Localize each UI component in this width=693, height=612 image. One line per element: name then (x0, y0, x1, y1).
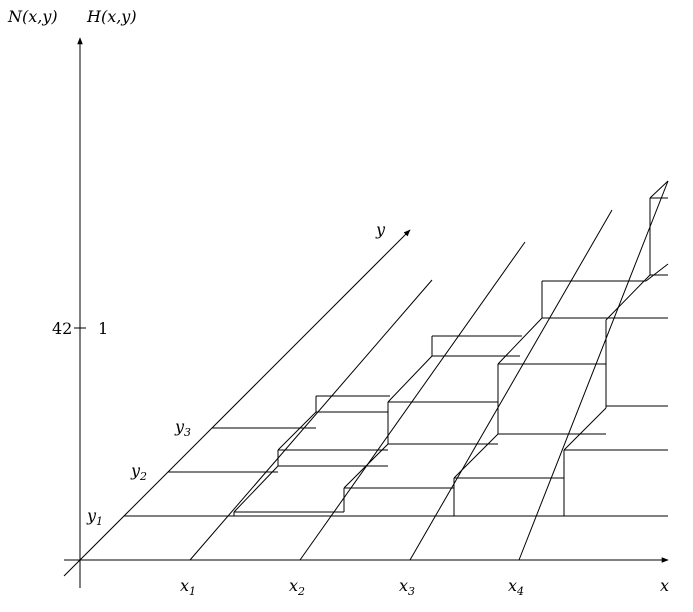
x-axis-label: x (660, 576, 669, 595)
axis-label-h: H(x,y) (86, 7, 137, 26)
y-axis (63, 229, 411, 577)
y-tick-label-1: y1 (86, 506, 103, 528)
x-tick-label-4: x4 (508, 576, 524, 598)
y-tick-label-3: y3 (174, 417, 191, 439)
grid-diagonal-x4 (518, 180, 669, 561)
z-tick-label-left: 42 (52, 319, 72, 338)
z-tick-label-right: 1 (98, 319, 108, 338)
axis-label-n: N(x,y) (7, 7, 58, 26)
grid-diagonal-x1 (189, 279, 433, 561)
x-tick-label-1: x1 (180, 576, 196, 598)
x-tick-label-2: x2 (289, 576, 305, 598)
staircase-surface (233, 180, 669, 516)
y-axis-label: y (375, 220, 386, 239)
grid-diagonal-x2 (299, 241, 526, 561)
y-tick-label-2: y2 (130, 461, 147, 483)
x-tick-label-3: x3 (399, 576, 415, 598)
grid-diagonal-x3 (409, 209, 613, 561)
